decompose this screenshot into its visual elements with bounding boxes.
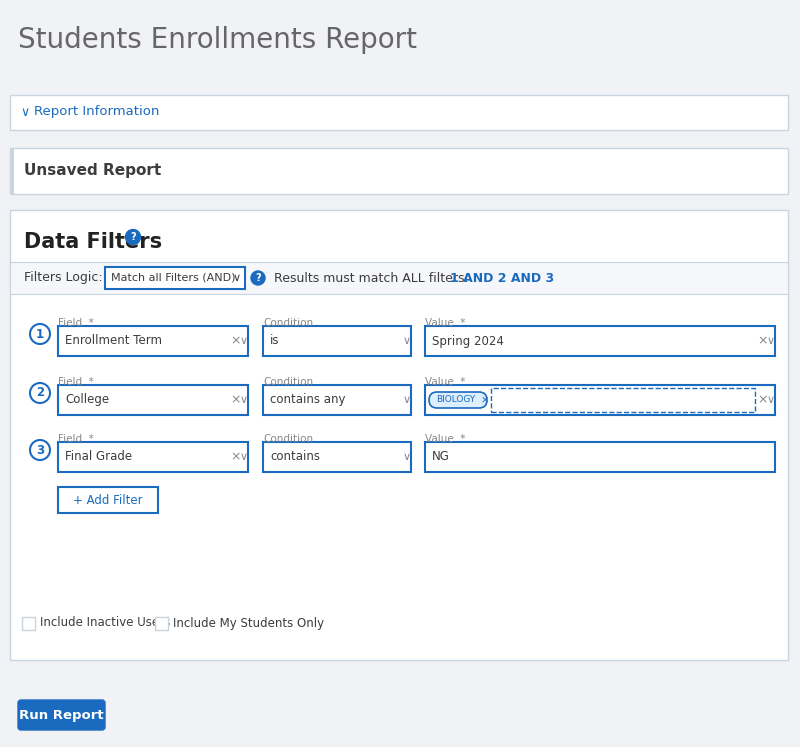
Text: 3: 3: [36, 444, 44, 456]
Circle shape: [126, 229, 141, 244]
Text: 1 AND 2 AND 3: 1 AND 2 AND 3: [450, 271, 554, 285]
Text: contains any: contains any: [270, 394, 346, 406]
Text: ∨: ∨: [20, 105, 29, 119]
Text: Final Grade: Final Grade: [65, 450, 132, 463]
FancyBboxPatch shape: [429, 392, 487, 408]
Text: ∨: ∨: [403, 336, 411, 346]
Text: ×: ×: [481, 395, 489, 405]
Text: Condition: Condition: [263, 318, 313, 328]
Text: Include My Students Only: Include My Students Only: [173, 616, 324, 630]
Text: 2: 2: [36, 386, 44, 400]
Bar: [58, 326, 248, 356]
Text: Spring 2024: Spring 2024: [432, 335, 504, 347]
Text: Run Report: Run Report: [18, 708, 103, 722]
Text: College: College: [65, 394, 109, 406]
Text: contains: contains: [270, 450, 320, 463]
Bar: [425, 442, 775, 472]
Bar: [491, 388, 755, 412]
Text: ∨: ∨: [240, 452, 248, 462]
Bar: [58, 385, 248, 415]
Text: ×: ×: [757, 394, 767, 406]
Text: Field  *: Field *: [58, 434, 94, 444]
Text: Condition: Condition: [263, 377, 313, 387]
Text: ∨: ∨: [240, 395, 248, 405]
FancyBboxPatch shape: [18, 700, 105, 730]
Text: ×: ×: [757, 335, 767, 347]
Text: Enrollment Term: Enrollment Term: [65, 335, 162, 347]
Bar: [22, 617, 35, 630]
Text: Results must match ALL filters:: Results must match ALL filters:: [274, 271, 469, 285]
Bar: [10, 210, 788, 660]
Text: Unsaved Report: Unsaved Report: [24, 164, 162, 179]
Bar: [263, 326, 411, 356]
Bar: [263, 385, 411, 415]
Text: is: is: [270, 335, 279, 347]
Text: BIOLOGY: BIOLOGY: [436, 395, 475, 404]
Text: Students Enrollments Report: Students Enrollments Report: [18, 26, 417, 54]
Bar: [10, 148, 788, 194]
Text: ?: ?: [130, 232, 136, 242]
Text: ∨: ∨: [403, 452, 411, 462]
Text: NG: NG: [432, 450, 450, 463]
Text: ∨: ∨: [767, 336, 775, 346]
Text: Value  *: Value *: [425, 377, 466, 387]
Text: Field  *: Field *: [58, 377, 94, 387]
Text: Field  *: Field *: [58, 318, 94, 328]
Text: ∨: ∨: [240, 336, 248, 346]
Text: Value  *: Value *: [425, 318, 466, 328]
Text: Match all Filters (AND): Match all Filters (AND): [111, 273, 235, 283]
Bar: [10, 95, 788, 130]
Text: Condition: Condition: [263, 434, 313, 444]
Text: ∨: ∨: [403, 395, 411, 405]
Text: ×: ×: [230, 335, 241, 347]
Circle shape: [30, 324, 50, 344]
Text: ∨: ∨: [233, 273, 241, 283]
Circle shape: [30, 440, 50, 460]
Bar: [425, 326, 775, 356]
Bar: [10, 262, 788, 294]
Circle shape: [251, 271, 265, 285]
Text: 1: 1: [36, 327, 44, 341]
Text: Data Filters: Data Filters: [24, 232, 162, 252]
Text: Include Inactive Users: Include Inactive Users: [40, 616, 170, 630]
Bar: [425, 385, 775, 415]
Bar: [58, 442, 248, 472]
Bar: [10, 148, 14, 194]
Bar: [58, 487, 158, 513]
Bar: [105, 267, 245, 289]
Bar: [155, 617, 168, 630]
Text: Report Information: Report Information: [34, 105, 159, 119]
Text: ×: ×: [230, 450, 241, 463]
Text: ?: ?: [255, 273, 261, 283]
Text: ∨: ∨: [767, 395, 775, 405]
Text: Value  *: Value *: [425, 434, 466, 444]
Bar: [263, 442, 411, 472]
Text: Filters Logic:: Filters Logic:: [24, 271, 102, 285]
Text: + Add Filter: + Add Filter: [73, 494, 143, 506]
Text: ×: ×: [230, 394, 241, 406]
Circle shape: [30, 383, 50, 403]
